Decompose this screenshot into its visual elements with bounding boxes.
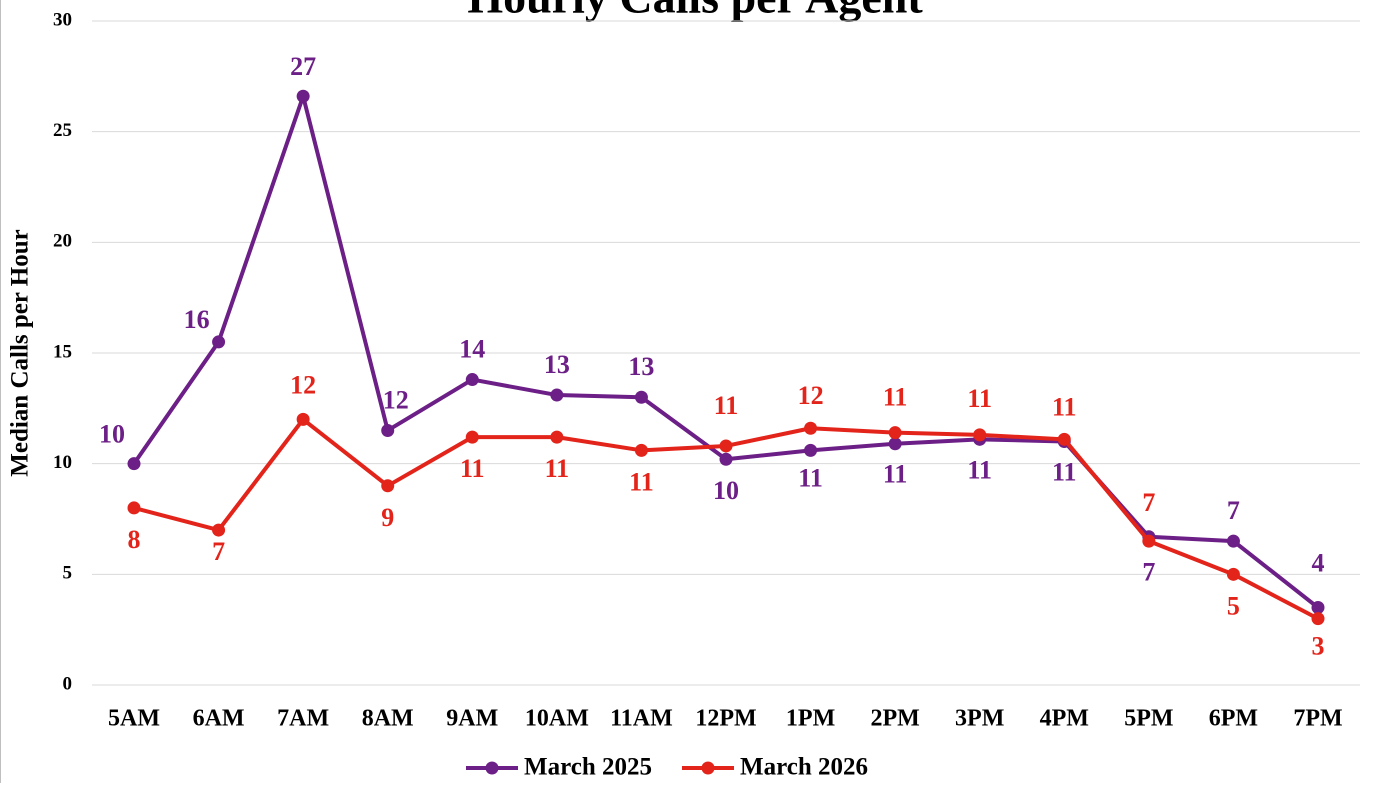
chart-title: Hourly Calls per Agent <box>467 0 923 23</box>
data-label: 7 <box>1142 488 1155 517</box>
x-tick-label: 5PM <box>1124 706 1173 732</box>
data-label: 5 <box>1227 591 1240 620</box>
data-label: 4 <box>1312 549 1325 578</box>
x-tick-label: 5AM <box>108 706 160 732</box>
plot: 10 16 27 12 14 13 13 10 11 11 11 11 7 7 4 8 7 12 9 11 11 11 11… <box>99 52 1325 661</box>
y-tick-label: 0 <box>63 673 73 694</box>
legend-marker <box>485 761 499 775</box>
x-tick-label: 3PM <box>955 706 1004 732</box>
data-label: 10 <box>99 420 125 449</box>
y-tick-label: 20 <box>53 231 72 252</box>
data-label: 9 <box>381 503 394 532</box>
data-point <box>804 443 818 457</box>
y-tick-label: 15 <box>53 341 72 362</box>
data-point <box>1057 432 1071 446</box>
data-label: 13 <box>628 352 654 381</box>
data-point <box>1142 534 1156 548</box>
data-point <box>1226 534 1240 548</box>
data-label: 27 <box>290 52 316 81</box>
data-label: 11 <box>883 383 908 412</box>
data-label: 12 <box>798 381 824 410</box>
x-tick-label: 1PM <box>786 706 835 732</box>
x-tick-label: 6PM <box>1209 706 1258 732</box>
x-tick-label: 6AM <box>193 706 245 732</box>
x-tick-label: 4PM <box>1040 706 1089 732</box>
x-tick-label: 8AM <box>362 706 414 732</box>
data-point <box>550 388 564 402</box>
legend-label: March 2025 <box>524 754 652 781</box>
data-point <box>296 89 310 103</box>
grid: 0 5 10 15 20 25 30 5AM 6AM 7AM 8AM 9AM 10AM 11AM 12PM 1… <box>53 9 1360 732</box>
x-tick-label: 2PM <box>870 706 919 732</box>
data-point <box>634 390 648 404</box>
data-label: 11 <box>883 460 908 489</box>
y-tick-label: 30 <box>53 9 72 30</box>
data-point <box>550 430 564 444</box>
data-label: 11 <box>460 454 485 483</box>
x-tick-label: 10AM <box>525 706 589 732</box>
data-label: 11 <box>967 455 992 484</box>
data-label: 10 <box>713 476 739 505</box>
data-label: 11 <box>1052 458 1077 487</box>
y-tick-label: 5 <box>63 563 73 584</box>
data-label: 11 <box>545 454 570 483</box>
data-point <box>888 437 902 451</box>
x-tick-label: 9AM <box>446 706 498 732</box>
data-label: 7 <box>212 537 225 566</box>
data-label: 7 <box>1227 496 1240 525</box>
x-tick-label: 7AM <box>277 706 329 732</box>
data-label: 14 <box>459 335 485 364</box>
data-point <box>212 523 226 537</box>
legend-label: March 2026 <box>740 754 868 781</box>
y-axis-label: Median Calls per Hour <box>7 229 34 476</box>
data-label: 7 <box>1142 558 1155 587</box>
data-label: 13 <box>544 350 570 379</box>
data-point <box>127 457 141 471</box>
data-point <box>465 373 479 387</box>
data-point <box>634 443 648 457</box>
data-point <box>296 412 310 426</box>
data-point <box>465 430 479 444</box>
x-tick-label: 12PM <box>695 706 756 732</box>
data-point <box>804 421 818 435</box>
data-label: 11 <box>629 467 654 496</box>
data-point <box>719 439 733 453</box>
data-point <box>888 426 902 440</box>
y-tick-label: 10 <box>53 452 72 473</box>
data-point <box>719 452 733 466</box>
data-point <box>1311 601 1325 615</box>
data-label: 3 <box>1312 632 1325 661</box>
data-label: 8 <box>128 525 141 554</box>
data-label: 11 <box>967 384 992 413</box>
legend: March 2025 March 2026 <box>466 754 868 781</box>
data-point <box>973 428 987 442</box>
data-point <box>381 423 395 437</box>
data-label: 12 <box>290 370 316 399</box>
data-point <box>1226 567 1240 581</box>
x-tick-label: 7PM <box>1293 706 1342 732</box>
data-label: 11 <box>798 463 823 492</box>
x-tick-label: 11AM <box>610 706 673 732</box>
data-label: 12 <box>383 385 409 414</box>
legend-marker <box>701 761 715 775</box>
data-label: 16 <box>184 305 210 334</box>
data-point <box>1311 612 1325 626</box>
data-label: 11 <box>714 391 739 420</box>
data-point <box>212 335 226 349</box>
y-tick-label: 25 <box>53 120 72 141</box>
data-point <box>381 479 395 493</box>
data-label: 11 <box>1052 392 1077 421</box>
data-point <box>127 501 141 515</box>
